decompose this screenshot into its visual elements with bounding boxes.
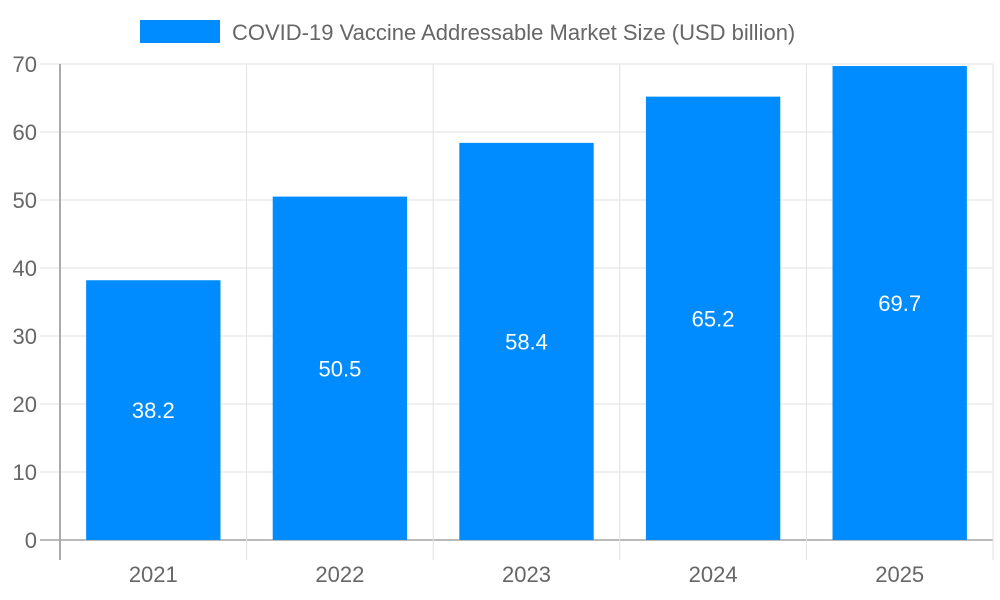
x-tick-label: 2021 bbox=[129, 562, 178, 587]
y-tick-label: 10 bbox=[13, 460, 37, 485]
legend-label: COVID-19 Vaccine Addressable Market Size… bbox=[232, 20, 795, 45]
y-tick-label: 70 bbox=[13, 52, 37, 77]
y-tick-label: 60 bbox=[13, 120, 37, 145]
y-tick-label: 0 bbox=[25, 528, 37, 553]
bar bbox=[645, 96, 781, 540]
data-label: 38.2 bbox=[132, 398, 175, 423]
x-tick-label: 2024 bbox=[689, 562, 738, 587]
data-label: 65.2 bbox=[692, 306, 735, 331]
legend[interactable]: COVID-19 Vaccine Addressable Market Size… bbox=[140, 20, 795, 45]
y-tick-label: 40 bbox=[13, 256, 37, 281]
data-label: 58.4 bbox=[505, 329, 548, 354]
x-tick-label: 2023 bbox=[502, 562, 551, 587]
legend-swatch bbox=[140, 20, 220, 43]
bar bbox=[459, 142, 594, 540]
x-tick-label: 2022 bbox=[315, 562, 364, 587]
data-label: 69.7 bbox=[878, 291, 921, 316]
y-tick-label: 30 bbox=[13, 324, 37, 349]
data-label: 50.5 bbox=[318, 356, 361, 381]
axes: 0 10 20 30 40 50 60 70 2021 2022 2023 2024 2025 bbox=[13, 52, 925, 587]
bar bbox=[272, 196, 408, 540]
y-tick-label: 20 bbox=[13, 392, 37, 417]
bar bbox=[86, 280, 221, 540]
y-tick-label: 50 bbox=[13, 188, 37, 213]
bar bbox=[832, 66, 967, 540]
bars: 38.2 50.5 58.4 65.2 69.7 bbox=[86, 66, 967, 540]
x-tick-label: 2025 bbox=[875, 562, 924, 587]
